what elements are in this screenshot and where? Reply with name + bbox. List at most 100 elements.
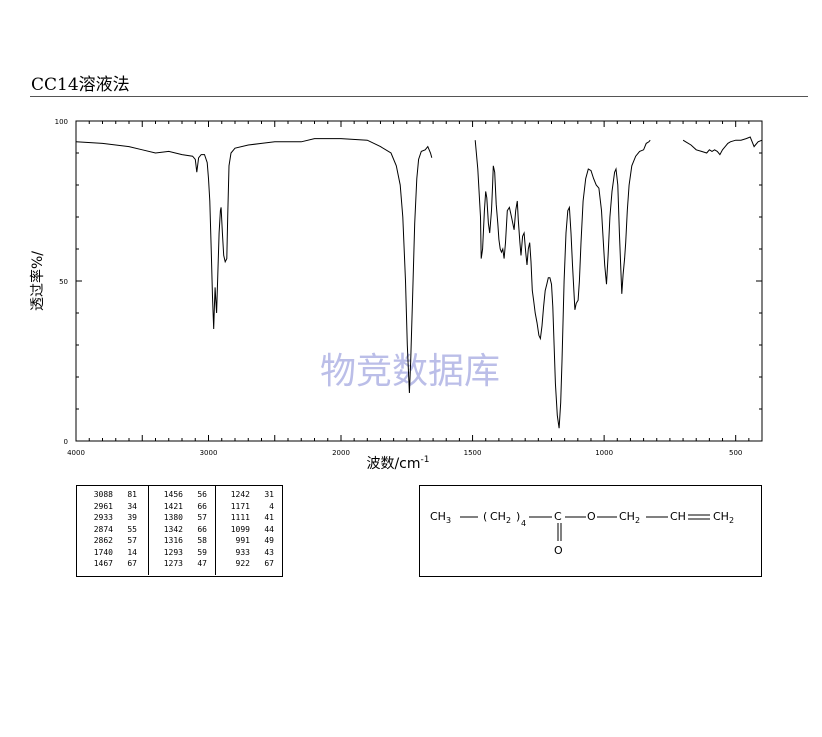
peak-transmittance: 43	[264, 547, 274, 557]
peak-table-row: 1171 4	[216, 501, 284, 513]
peak-table-row: 933 43	[216, 547, 284, 559]
peak-wavenumber: 1293	[163, 547, 183, 557]
peak-wavenumber: 1456	[163, 490, 183, 499]
peak-table-row: 1467 67	[79, 558, 147, 570]
x-tick-label: 1000	[595, 449, 613, 457]
peak-transmittance: 14	[127, 547, 137, 557]
peak-wavenumber: 1342	[163, 524, 183, 534]
peak-transmittance: 49	[264, 536, 274, 545]
peak-transmittance: 66	[197, 501, 207, 511]
peak-table-row: 1273 47	[149, 558, 217, 570]
peak-table-row: 1111 41	[216, 512, 284, 524]
paren-open: (	[483, 510, 487, 523]
peak-wavenumber: 1099	[230, 524, 250, 534]
peak-table-column: 3088 81 2961 34 2933 39 2874 55 2862 57 1740 14 1467…	[79, 489, 147, 570]
spectrum-line-segment	[75, 138, 433, 394]
peak-transmittance: 81	[127, 490, 137, 499]
peak-table-row: 2874 55	[79, 524, 147, 536]
peak-transmittance: 39	[127, 513, 137, 522]
peak-wavenumber: 1740	[93, 547, 113, 557]
peak-wavenumber: 991	[235, 536, 250, 545]
spectrum-line-segment	[474, 139, 651, 429]
peak-transmittance: 31	[264, 490, 274, 499]
x-tick-label: 1500	[464, 449, 482, 457]
x-tick-label: 500	[729, 449, 742, 457]
repeat-count: 4	[521, 519, 526, 528]
vinyl-ch2: CH2	[713, 510, 734, 525]
paren-close: )	[516, 510, 520, 523]
plot-frame	[75, 120, 763, 442]
carbonyl-carbon: C	[554, 510, 562, 523]
structure-formula: CH3 ( CH2 ) 4 C O O CH2 CH CH2	[430, 510, 734, 557]
peak-table-row: 1740 14	[79, 547, 147, 559]
ch2-repeat-group: CH2	[490, 510, 511, 525]
y-tick-label: 0	[64, 438, 68, 446]
x-axis-title-sup: -1	[421, 455, 430, 465]
peak-transmittance: 34	[127, 501, 137, 511]
y-tick-labels: 100 50 0	[55, 118, 68, 446]
ch3-group: CH3	[430, 510, 451, 525]
peak-wavenumber: 2862	[93, 536, 113, 545]
peak-table-row: 1456 56	[149, 489, 217, 501]
peak-transmittance: 66	[197, 524, 207, 534]
peak-transmittance: 41	[264, 513, 274, 522]
peak-wavenumber: 1111	[230, 513, 250, 522]
peak-table-row: 2862 57	[79, 535, 147, 547]
peak-table-column: 1242 31 1171 4 1111 41 1099 44 991 49 933 43 922 67	[215, 486, 284, 575]
y-axis-title: 透过率%/	[29, 251, 46, 311]
page-title: CC14溶液法	[31, 75, 130, 95]
y-tick-label: 100	[55, 118, 68, 126]
x-tick-label: 4000	[67, 449, 85, 457]
peak-wavenumber: 1242	[230, 490, 250, 499]
peak-table-row: 1242 31	[216, 489, 284, 501]
structure-formula-box: CH3 ( CH2 ) 4 C O O CH2 CH CH2	[419, 485, 762, 577]
peak-table-row: 2961 34	[79, 501, 147, 513]
peak-transmittance: 57	[197, 513, 207, 522]
peak-table-column: 1456 56 1421 66 1380 57 1342 66 1316 58 1293 59 1273…	[148, 486, 217, 575]
ch2-methylene: CH2	[619, 510, 640, 525]
header-divider	[30, 96, 808, 97]
peak-table-row: 3088 81	[79, 489, 147, 501]
peak-wavenumber: 2933	[93, 513, 113, 522]
peak-wavenumber: 1380	[163, 513, 183, 522]
peak-transmittance: 4	[269, 501, 274, 511]
peak-transmittance: 59	[197, 547, 207, 557]
carbonyl-oxygen: O	[554, 544, 563, 557]
vinyl-ch: CH	[670, 510, 686, 523]
ester-oxygen: O	[587, 510, 596, 523]
peak-wavenumber: 1316	[163, 536, 183, 545]
peak-wavenumber: 2961	[93, 501, 113, 511]
peak-transmittance: 56	[197, 490, 207, 499]
peak-wavenumber: 933	[235, 547, 250, 557]
peak-table-row: 1342 66	[149, 524, 217, 536]
peak-transmittance: 67	[127, 559, 137, 568]
peak-transmittance: 57	[127, 536, 137, 545]
peak-wavenumber: 1171	[230, 501, 250, 511]
x-tick-label: 3000	[200, 449, 218, 457]
spectrum-line-segment	[682, 136, 763, 156]
spectrum-trace-group	[75, 136, 763, 429]
peak-table-row: 922 67	[216, 558, 284, 570]
peak-transmittance: 58	[197, 536, 207, 545]
x-axis-title: 波数/cm-1	[366, 455, 429, 472]
peak-wavenumber: 922	[235, 559, 250, 568]
peak-table-row: 1380 57	[149, 512, 217, 524]
peak-transmittance: 44	[264, 524, 274, 534]
peak-wavenumber: 1467	[93, 559, 113, 568]
y-tick-label: 50	[59, 278, 68, 286]
peak-table-row: 1316 58	[149, 535, 217, 547]
peak-table-row: 991 49	[216, 535, 284, 547]
x-tick-label: 2000	[332, 449, 350, 457]
axis-ticks	[75, 120, 763, 442]
peak-transmittance: 55	[127, 524, 137, 534]
peak-table-row: 1099 44	[216, 524, 284, 536]
x-axis-title-text: 波数/cm	[366, 456, 420, 472]
x-tick-labels: 4000 3000 2000 1500 1000 500	[67, 449, 742, 457]
peak-wavenumber: 1273	[163, 559, 183, 568]
peak-table: 3088 81 2961 34 2933 39 2874 55 2862 57 1740 14 1467…	[76, 485, 283, 577]
peak-transmittance: 67	[264, 559, 274, 568]
peak-wavenumber: 1421	[163, 501, 183, 511]
peak-table-row: 2933 39	[79, 512, 147, 524]
peak-transmittance: 47	[197, 559, 207, 568]
